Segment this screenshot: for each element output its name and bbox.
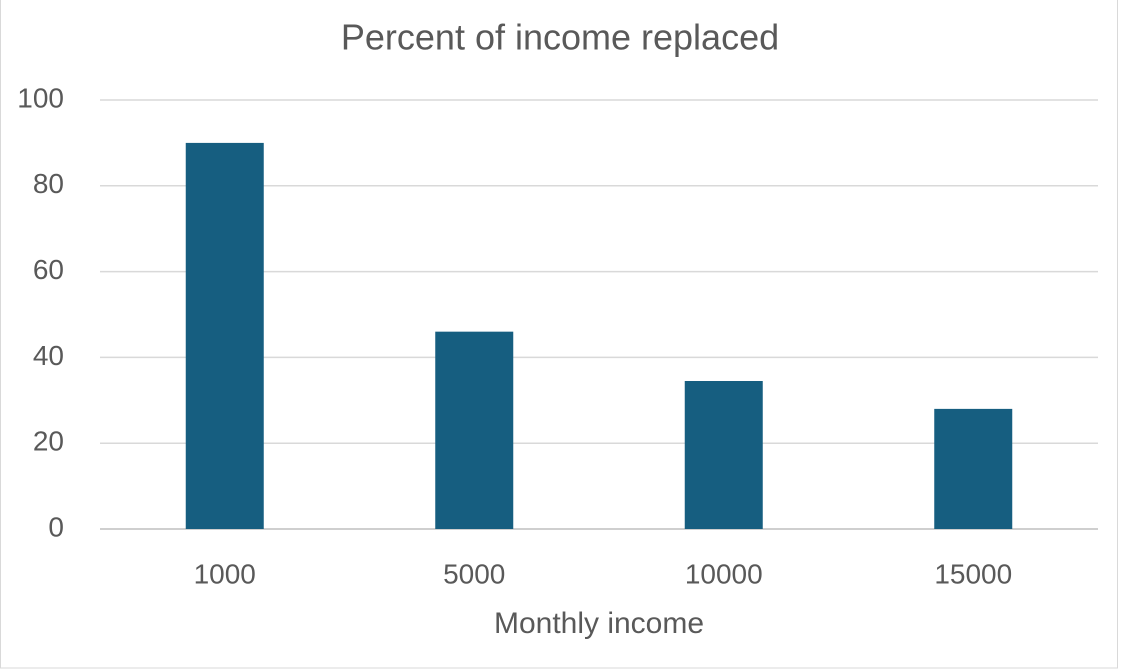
y-tick-label: 60 [33,254,64,285]
x-axis-title: Monthly income [494,607,704,640]
bar [684,380,763,529]
bar [435,331,514,529]
x-tick-label: 15000 [934,558,1012,589]
y-tick-label: 80 [33,168,64,199]
y-tick-label: 0 [48,511,64,542]
bar [934,408,1013,529]
y-tick-label: 100 [17,82,64,113]
x-tick-label: 10000 [685,558,763,589]
chart-title: Percent of income replaced [341,17,779,58]
x-tick-label: 5000 [443,558,505,589]
y-tick-label: 20 [33,426,64,457]
y-tick-label: 40 [33,340,64,371]
bar [185,142,264,529]
x-tick-label: 1000 [194,558,256,589]
